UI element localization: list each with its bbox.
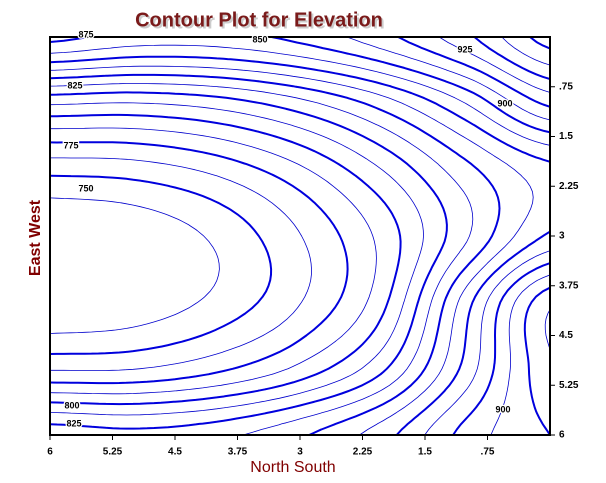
- contour-label: 900: [497, 98, 512, 108]
- contour-line: [50, 197, 220, 334]
- contour-line: [50, 141, 349, 385]
- contour-label: 850: [252, 34, 267, 44]
- y-axis-label: East West: [27, 199, 44, 276]
- contour-line: [50, 37, 550, 435]
- x-tick-label: 1.5: [418, 447, 432, 458]
- contour-line: [50, 174, 273, 355]
- contour-line: [50, 157, 312, 371]
- contour-line: [50, 102, 424, 416]
- contour-line: [50, 55, 550, 435]
- contour-label: 825: [67, 80, 82, 90]
- chart-title-shadow: Contour Plot for Elevation: [137, 11, 385, 33]
- x-axis-label: North South: [250, 459, 335, 476]
- contour-line: [346, 37, 550, 435]
- x-tick-label: 3.75: [228, 447, 248, 458]
- contour-line: [50, 83, 474, 435]
- contour-line: [397, 37, 550, 435]
- contour-label: 750: [78, 183, 93, 193]
- y-tick-label: 2.25: [559, 181, 579, 192]
- contour-line: [438, 37, 550, 350]
- y-tick-label: 3: [559, 231, 565, 242]
- y-tick-label: 4.5: [559, 330, 573, 341]
- x-tick-label: 3: [297, 447, 303, 458]
- contour-line: [473, 37, 550, 80]
- contour-line: [50, 127, 377, 395]
- contour-label: 775: [63, 140, 78, 150]
- y-tick-label: .75: [559, 81, 573, 92]
- contour-label: 900: [495, 404, 510, 414]
- contour-line: [50, 73, 501, 435]
- contour-label: 825: [66, 418, 81, 428]
- contour-label: 875: [78, 29, 93, 39]
- contour-line: [50, 91, 448, 430]
- y-tick-label: 6: [559, 430, 565, 441]
- x-tick-label: 5.25: [103, 447, 123, 458]
- contour-line: [50, 44, 550, 435]
- y-tick-label: 3.75: [559, 280, 579, 291]
- chart-title: Contour Plot for Elevation: [135, 9, 383, 31]
- contour-line: [501, 37, 550, 66]
- y-tick-label: 1.5: [559, 131, 573, 142]
- y-tick-label: 5.25: [559, 380, 579, 391]
- x-tick-label: 6: [47, 447, 53, 458]
- contour-line: [529, 37, 550, 50]
- contour-line: [50, 65, 534, 435]
- contour-label: 925: [457, 44, 472, 54]
- contour-label: 800: [64, 400, 79, 410]
- contour-line: [50, 113, 402, 406]
- x-tick-label: 2.25: [353, 447, 373, 458]
- contour-layer: [50, 37, 550, 435]
- x-tick-label: .75: [481, 447, 495, 458]
- x-tick-label: 4.5: [168, 447, 182, 458]
